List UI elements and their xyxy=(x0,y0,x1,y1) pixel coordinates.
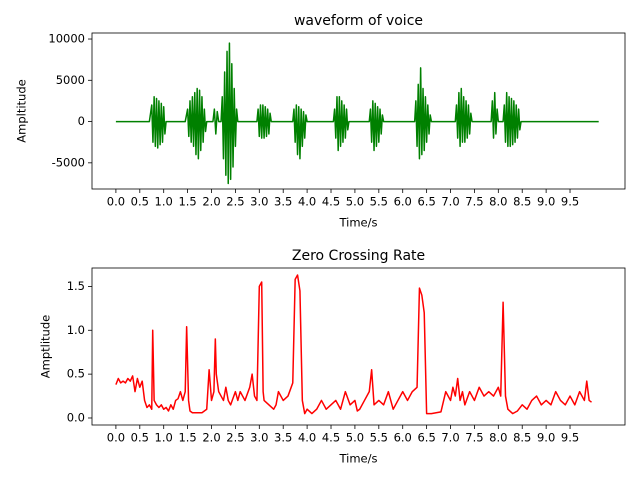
data-line xyxy=(115,42,599,185)
x-tick-label: 0.0 xyxy=(107,431,125,445)
x-tick-label: 0.5 xyxy=(131,195,149,209)
x-tick-label: 8.0 xyxy=(489,195,507,209)
y-tick-label: 10000 xyxy=(48,32,85,46)
y-tick-label: 5000 xyxy=(56,73,85,87)
x-tick-label: 7.0 xyxy=(441,431,459,445)
x-tick-label: 8.5 xyxy=(513,195,531,209)
x-tick-label: 7.5 xyxy=(465,431,483,445)
x-tick-label: 3.0 xyxy=(250,431,268,445)
x-tick-label: 5.5 xyxy=(370,431,388,445)
x-tick-label: 9.5 xyxy=(561,195,579,209)
y-tick-label: 1.5 xyxy=(67,279,85,293)
x-tick-label: 9.5 xyxy=(561,431,579,445)
x-tick-label: 6.5 xyxy=(417,431,435,445)
x-tick-label: 1.0 xyxy=(155,195,173,209)
x-tick-label: 8.5 xyxy=(513,431,531,445)
x-tick-label: 6.5 xyxy=(417,195,435,209)
x-tick-label: 2.5 xyxy=(226,195,244,209)
x-tick-label: 4.5 xyxy=(322,195,340,209)
y-tick-label: 0 xyxy=(78,114,85,128)
x-tick-label: 3.0 xyxy=(250,195,268,209)
x-tick-label: 1.5 xyxy=(178,431,196,445)
x-tick-label: 3.5 xyxy=(274,195,292,209)
x-tick-label: 0.0 xyxy=(107,195,125,209)
x-tick-label: 6.0 xyxy=(394,431,412,445)
x-tick-label: 9.0 xyxy=(537,195,555,209)
y-tick-label: 0.5 xyxy=(67,367,85,381)
chart-title: waveform of voice xyxy=(294,13,423,29)
x-tick-label: 7.0 xyxy=(441,195,459,209)
x-tick-label: 4.0 xyxy=(298,195,316,209)
y-tick-label: -5000 xyxy=(52,155,85,169)
x-axis-label: Time/s xyxy=(338,216,377,230)
x-tick-label: 5.0 xyxy=(346,195,364,209)
x-tick-label: 8.0 xyxy=(489,431,507,445)
x-tick-label: 3.5 xyxy=(274,431,292,445)
x-tick-label: 2.5 xyxy=(226,431,244,445)
y-axis-label: Ampltitude xyxy=(15,79,29,142)
x-tick-label: 9.0 xyxy=(537,431,555,445)
x-tick-label: 7.5 xyxy=(465,195,483,209)
x-tick-label: 1.0 xyxy=(155,431,173,445)
data-line xyxy=(115,274,592,415)
x-tick-label: 0.5 xyxy=(131,431,149,445)
x-tick-label: 5.0 xyxy=(346,431,364,445)
x-tick-label: 2.0 xyxy=(202,431,220,445)
x-tick-label: 4.5 xyxy=(322,431,340,445)
x-axis-label: Time/s xyxy=(338,452,377,466)
x-tick-label: 6.0 xyxy=(394,195,412,209)
x-tick-label: 1.5 xyxy=(178,195,196,209)
x-tick-label: 2.0 xyxy=(202,195,220,209)
y-tick-label: 1.0 xyxy=(67,323,85,337)
x-tick-label: 5.5 xyxy=(370,195,388,209)
chart-title: Zero Crossing Rate xyxy=(292,248,425,264)
y-tick-label: 0.0 xyxy=(67,410,85,424)
axes-frame xyxy=(91,267,626,426)
axes-frame xyxy=(91,32,626,190)
x-tick-label: 4.0 xyxy=(298,431,316,445)
y-axis-label: Amptlitude xyxy=(39,315,53,378)
